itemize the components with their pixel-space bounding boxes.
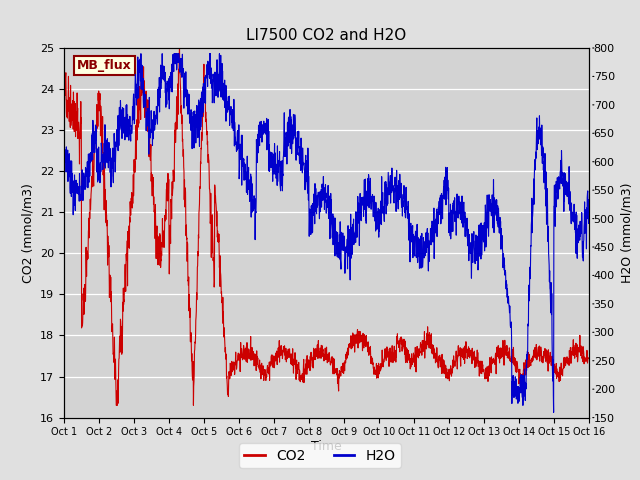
- H2O: [316, 216, 323, 222]
- CO2: [175, 45, 183, 51]
- Y-axis label: H2O (mmol/m3): H2O (mmol/m3): [620, 182, 634, 283]
- H2O: [585, 199, 593, 205]
- H2O: [570, 213, 578, 218]
- Line: H2O: H2O: [64, 54, 589, 412]
- X-axis label: Time: Time: [311, 440, 342, 453]
- CO2: [60, 87, 68, 93]
- Text: MB_flux: MB_flux: [77, 59, 132, 72]
- Legend: CO2, H2O: CO2, H2O: [239, 443, 401, 468]
- H2O: [474, 233, 481, 239]
- CO2: [570, 348, 578, 354]
- CO2: [570, 345, 578, 350]
- CO2: [474, 349, 481, 355]
- H2O: [550, 409, 557, 415]
- CO2: [585, 355, 593, 361]
- H2O: [60, 158, 68, 164]
- CO2: [113, 402, 120, 408]
- Line: CO2: CO2: [64, 48, 589, 405]
- Y-axis label: CO2 (mmol/m3): CO2 (mmol/m3): [22, 183, 35, 283]
- CO2: [302, 369, 310, 375]
- H2O: [301, 156, 309, 162]
- H2O: [137, 51, 145, 57]
- CO2: [87, 199, 95, 205]
- Title: LI7500 CO2 and H2O: LI7500 CO2 and H2O: [246, 28, 406, 43]
- H2O: [570, 201, 578, 207]
- CO2: [316, 348, 324, 354]
- H2O: [87, 150, 95, 156]
